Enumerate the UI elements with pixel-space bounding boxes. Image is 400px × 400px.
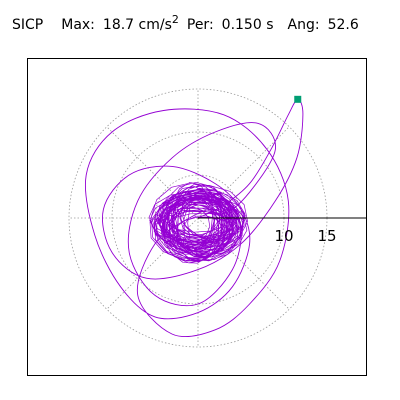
grid-spoke-315 [197, 217, 290, 310]
angle-label: Ang: [287, 17, 320, 33]
hodogram-svg: 10 15 [68, 88, 366, 348]
max-unit-exponent: 2 [171, 13, 179, 26]
chart-header: SICP Max: 18.7 cm/s2 Per: 0.150 s Ang: 52.6 [12, 10, 359, 35]
period-label: Per: [186, 17, 214, 33]
hodogram-trace-core [148, 181, 248, 264]
hodogram-trace [85, 98, 304, 338]
period-value: 0.150 s [221, 17, 274, 33]
grid-spoke-225 [106, 217, 199, 310]
hodogram-plot: 10 15 [27, 58, 367, 376]
tick-label-10: 10 [274, 227, 293, 245]
max-value: 18.7 cm/s [102, 17, 172, 33]
axis-layer: 10 15 [198, 95, 366, 245]
component-label: SICP [12, 17, 44, 33]
max-label: Max: [61, 17, 95, 33]
angle-value: 52.6 [327, 17, 359, 33]
tick-label-15: 15 [317, 227, 336, 245]
trace-layer [85, 98, 304, 338]
grid-spoke-135 [106, 126, 199, 219]
trace-end-marker [294, 95, 302, 103]
